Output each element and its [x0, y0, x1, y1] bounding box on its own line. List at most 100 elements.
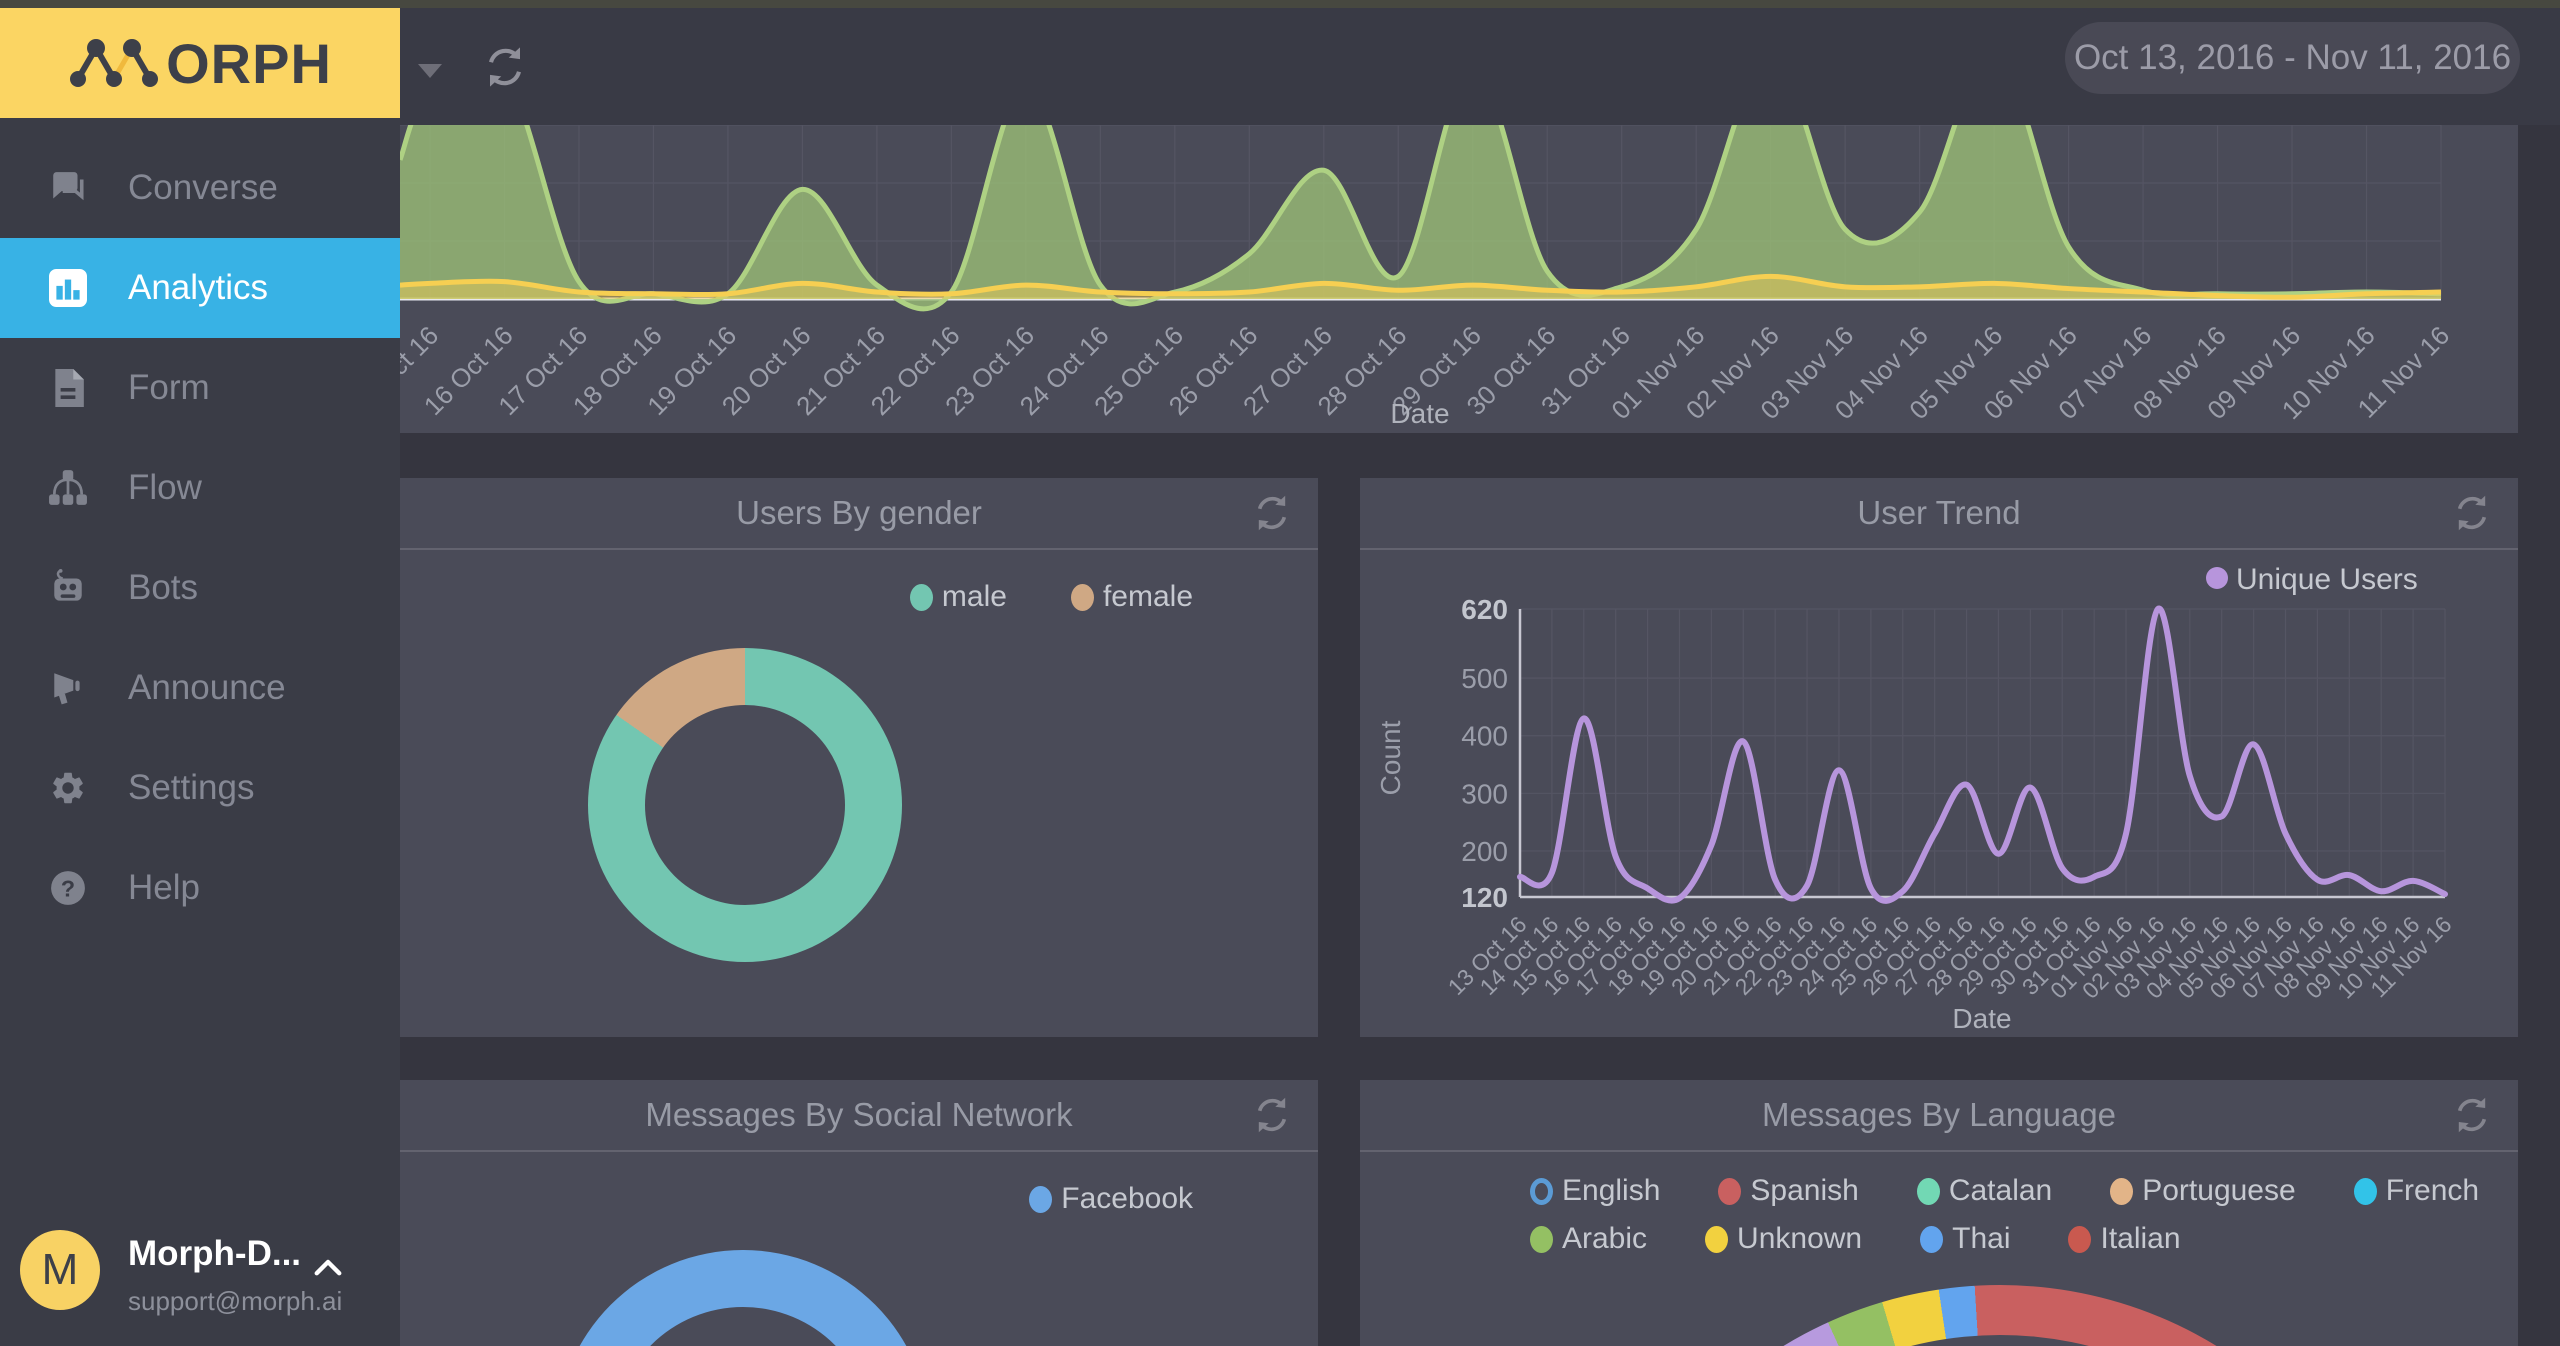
document-icon [46, 369, 90, 407]
sidebar-item-analytics[interactable]: Analytics [0, 238, 400, 338]
user-profile[interactable]: M Morph-D... support@morph.ai [0, 1216, 400, 1332]
legend-item-italian[interactable]: Italian [2068, 1222, 2181, 1256]
refresh-page-button[interactable] [480, 42, 530, 92]
date-range-picker[interactable]: Oct 13, 2016 - Nov 11, 2016 [2065, 22, 2520, 94]
legend-item-catalan[interactable]: Catalan [1916, 1174, 2053, 1208]
help-circle-icon: ? [46, 869, 90, 907]
sidebar: ORPH Converse Analytics [0, 8, 400, 1346]
legend-label: Catalan [1948, 1174, 2053, 1207]
sidebar-item-settings[interactable]: Settings [0, 738, 400, 838]
sidebar-item-label: Settings [128, 768, 255, 807]
refresh-icon[interactable] [1250, 1093, 1294, 1137]
donut-hole [613, 1307, 873, 1346]
legend-swatch [1916, 1177, 1940, 1205]
card-title: Users By gender [736, 494, 982, 531]
svg-text:300: 300 [1461, 778, 1508, 809]
svg-text:Count: Count [1375, 720, 1406, 795]
users-by-gender-card: Users By gender male female [400, 478, 1318, 1037]
legend-swatch [1718, 1177, 1742, 1205]
morph-logo[interactable]: ORPH [0, 8, 400, 118]
legend-swatch [1530, 1225, 1553, 1253]
sidebar-item-label: Form [128, 368, 210, 407]
legend-label: female [1102, 580, 1193, 613]
gear-icon [46, 769, 90, 807]
legend-item-male[interactable]: male [909, 580, 1007, 614]
refresh-icon[interactable] [1250, 491, 1294, 535]
legend-swatch [1705, 1225, 1729, 1253]
gender-legend: male female [400, 550, 1318, 614]
sidebar-item-label: Analytics [128, 268, 269, 307]
legend-label: Spanish [1750, 1174, 1859, 1207]
legend-label: English [1562, 1174, 1661, 1207]
gender-donut-chart [588, 648, 902, 962]
legend-item-spanish[interactable]: Spanish [1718, 1174, 1859, 1208]
sidebar-item-announce[interactable]: Announce [0, 638, 400, 738]
flow-tree-icon [46, 469, 90, 507]
legend-label: French [2385, 1174, 2480, 1207]
svg-text:620: 620 [1461, 594, 1508, 625]
user-email: support@morph.ai [128, 1286, 343, 1316]
svg-text:Date: Date [1952, 1003, 2011, 1034]
window-top-strip [0, 0, 2560, 8]
legend-label: male [941, 580, 1007, 613]
sidebar-item-label: Bots [128, 568, 199, 607]
chevron-up-icon[interactable] [310, 1252, 346, 1287]
legend-swatch [909, 583, 933, 611]
sidebar-nav: Converse Analytics [0, 138, 400, 938]
social-legend: Facebook [400, 1152, 1318, 1216]
sidebar-item-label: Announce [128, 668, 286, 707]
messages-by-social-network-card: Messages By Social Network Facebook [400, 1080, 1318, 1346]
sidebar-item-converse[interactable]: Converse [0, 138, 400, 238]
sidebar-item-help[interactable]: ? Help [0, 838, 400, 938]
legend-item-french[interactable]: French [2353, 1174, 2480, 1208]
legend-swatch [2068, 1225, 2092, 1253]
legend-swatch [1029, 1185, 1053, 1213]
legend-swatch [1530, 1177, 1553, 1205]
legend-swatch [2110, 1177, 2134, 1205]
sidebar-item-form[interactable]: Form [0, 338, 400, 438]
donut-hole [645, 705, 845, 905]
donut-hole [1635, 1335, 2365, 1346]
svg-text:200: 200 [1461, 836, 1508, 867]
legend-item-english[interactable]: English [1530, 1174, 1660, 1208]
card-header: Messages By Social Network [400, 1080, 1318, 1152]
legend-item-arabic[interactable]: Arabic [1530, 1222, 1647, 1256]
legend-label: Portuguese [2142, 1174, 2296, 1207]
messages-by-language-card: Messages By Language English Spanish Catal… [1360, 1080, 2518, 1346]
user-trend-card: User Trend 120 200 300 400 500 620 Count 13 Oct… [1360, 478, 2518, 1037]
svg-text:120: 120 [1461, 882, 1508, 913]
refresh-icon[interactable] [2450, 1093, 2494, 1137]
language-donut-chart [1585, 1285, 2415, 1346]
sidebar-item-label: Flow [128, 468, 202, 507]
legend-item-female[interactable]: female [1070, 580, 1193, 614]
svg-text:400: 400 [1461, 721, 1508, 752]
svg-text:Date: Date [1390, 398, 1449, 429]
language-legend-row2: Arabic Unknown Thai Italian [1360, 1208, 2518, 1256]
card-title: User Trend [1857, 494, 2021, 531]
legend-item-thai[interactable]: Thai [1920, 1222, 2010, 1256]
legend-item-unknown[interactable]: Unknown [1705, 1222, 1862, 1256]
legend-item-facebook[interactable]: Facebook [1029, 1182, 1193, 1216]
sidebar-item-label: Converse [128, 168, 278, 207]
legend-swatch [1070, 583, 1094, 611]
card-header: Users By gender [400, 478, 1318, 550]
legend-label: Italian [2100, 1222, 2181, 1255]
legend-item-portuguese[interactable]: Portuguese [2110, 1174, 2296, 1208]
card-title: Messages By Social Network [645, 1096, 1073, 1133]
bot-selector-chevron-down-icon[interactable] [418, 64, 442, 78]
sidebar-item-flow[interactable]: Flow [0, 438, 400, 538]
user-name: Morph-D... [128, 1234, 302, 1273]
bar-chart-icon [46, 269, 90, 307]
legend-label: Facebook [1061, 1182, 1193, 1215]
card-header: User Trend [1360, 478, 2518, 550]
refresh-icon[interactable] [2450, 491, 2494, 535]
card-title: Messages By Language [1761, 1096, 2117, 1133]
chat-icon [46, 169, 90, 207]
megaphone-icon [46, 669, 90, 707]
sidebar-item-bots[interactable]: Bots [0, 538, 400, 638]
language-legend-row1: EnglishSpanishCatalanPortugueseFrenchTur… [1360, 1152, 2518, 1208]
